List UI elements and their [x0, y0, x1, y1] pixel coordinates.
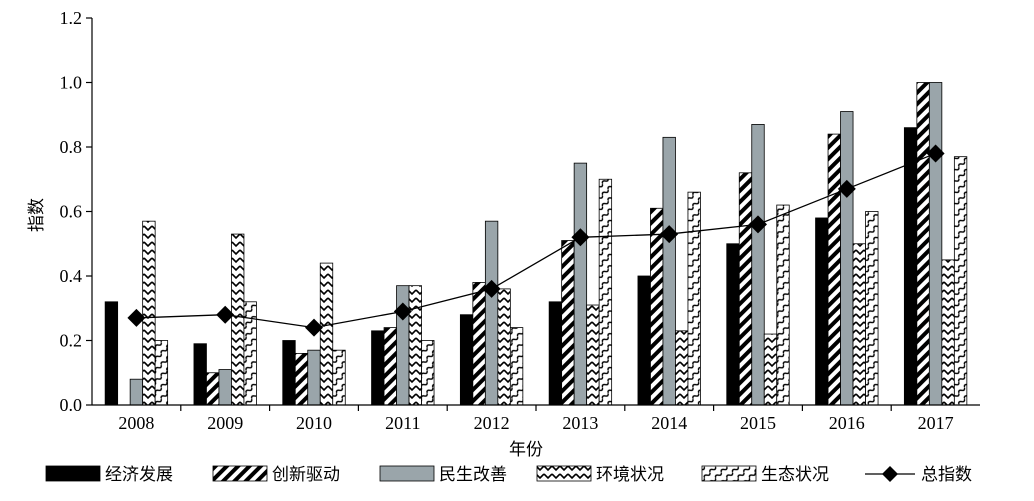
- bar-经济发展-2008: [104, 301, 119, 406]
- x-tick-label-2009: 2009: [207, 413, 243, 433]
- legend-label-总指数: 总指数: [921, 465, 972, 485]
- bar-生态状况-2013: [598, 178, 613, 406]
- bar-经济发展-2010: [282, 340, 296, 406]
- bar-经济发展-2012: [459, 314, 474, 406]
- legend-label-生态状况: 生态状况: [761, 465, 829, 485]
- bar-生态状况-2017: [953, 156, 968, 406]
- point-总指数-2016: [837, 179, 856, 198]
- bar-生态状况-2010: [332, 349, 346, 406]
- line-总指数: [136, 152, 936, 329]
- point-总指数-2012: [482, 279, 501, 298]
- y-tick-label-0.2: 0.2: [60, 331, 83, 351]
- y-tick-label-0.6: 0.6: [60, 202, 83, 222]
- x-tick-label-2011: 2011: [385, 413, 420, 433]
- bar-民生改善-2014: [662, 136, 676, 406]
- legend-swatch-经济发展: [45, 465, 101, 482]
- bar-环境状况-2016: [852, 243, 866, 406]
- bar-环境状况-2012: [497, 288, 511, 406]
- bar-创新驱动-2010: [294, 352, 309, 406]
- bar-经济发展-2009: [193, 343, 207, 406]
- bar-民生改善-2008: [129, 378, 144, 406]
- bar-环境状况-2009: [231, 233, 245, 406]
- bar-民生改善-2013: [573, 162, 588, 406]
- bar-环境状况-2017: [941, 259, 955, 406]
- bar-创新驱动-2014: [650, 207, 664, 406]
- legend-label-民生改善: 民生改善: [439, 465, 507, 485]
- bar-生态状况-2011: [421, 340, 435, 406]
- legend-label-环境状况: 环境状况: [596, 465, 664, 485]
- point-总指数-2011: [393, 302, 412, 321]
- bar-生态状况-2014: [687, 191, 701, 406]
- point-总指数-2017: [926, 144, 945, 163]
- bar-创新驱动-2012: [472, 282, 486, 406]
- bar-民生改善-2017: [928, 82, 943, 406]
- y-tick-label-0.0: 0.0: [60, 395, 83, 415]
- y-tick-label-1.2: 1.2: [60, 8, 83, 28]
- bar-经济发展-2016: [815, 217, 829, 406]
- x-tick-label-2008: 2008: [118, 413, 154, 433]
- legend-label-创新驱动: 创新驱动: [272, 465, 340, 485]
- point-总指数-2009: [216, 305, 235, 324]
- bar-创新驱动-2016: [827, 133, 841, 406]
- bar-民生改善-2010: [307, 349, 321, 406]
- x-tick-label-2010: 2010: [296, 413, 332, 433]
- bar-民生改善-2016: [840, 111, 854, 406]
- y-axis-title: 指数: [27, 198, 47, 232]
- bar-环境状况-2013: [586, 304, 600, 406]
- legend-swatch-生态状况: [701, 465, 757, 482]
- bar-环境状况-2010: [319, 262, 334, 406]
- bar-经济发展-2013: [548, 301, 563, 406]
- legend-swatch-创新驱动: [212, 465, 268, 482]
- bar-环境状况-2011: [408, 285, 422, 406]
- x-axis-label: 年份: [509, 440, 543, 460]
- bar-经济发展-2014: [637, 275, 651, 406]
- bar-生态状况-2012: [509, 327, 524, 406]
- bar-环境状况-2014: [675, 330, 689, 406]
- legend: 经济发展 创新驱动 民生改善 环境状况 生态状况 总指数: [45, 465, 972, 485]
- point-总指数-2010: [305, 318, 323, 337]
- bar-民生改善-2009: [218, 369, 232, 406]
- bar-创新驱动-2015: [738, 172, 753, 406]
- bar-创新驱动-2011: [383, 327, 397, 406]
- y-tick-label-1.0: 1.0: [60, 73, 83, 93]
- bar-生态状况-2008: [154, 340, 169, 406]
- legend-swatch-环境状况: [536, 465, 592, 482]
- x-tick-label-2017: 2017: [918, 413, 954, 433]
- bar-生态状况-2016: [865, 211, 879, 406]
- bar-经济发展-2017: [903, 127, 918, 406]
- bar-民生改善-2012: [484, 220, 499, 406]
- legend-label-经济发展: 经济发展: [105, 465, 173, 485]
- y-tick-label-0.4: 0.4: [60, 266, 83, 286]
- legend-swatch-民生改善: [379, 465, 435, 482]
- bar-环境状况-2015: [763, 333, 778, 406]
- x-tick-label-2012: 2012: [474, 413, 510, 433]
- point-总指数-2015: [749, 215, 767, 234]
- legend-marker-总指数: [882, 466, 898, 482]
- point-总指数-2008: [127, 308, 146, 327]
- bar-经济发展-2011: [371, 330, 385, 406]
- point-总指数-2014: [660, 225, 679, 244]
- point-总指数-2013: [571, 228, 590, 247]
- y-tick-label-0.8: 0.8: [60, 137, 83, 157]
- line-layer: [127, 144, 945, 337]
- bar-民生改善-2015: [751, 124, 765, 406]
- axes-layer: 0.0 0.2 0.4 0.6 0.8 1.0 1.2 2008 2009 2010 2011 201…: [60, 8, 980, 433]
- bar-环境状况-2008: [142, 220, 156, 406]
- bar-创新驱动-2009: [206, 372, 220, 406]
- bars-layer: [104, 82, 968, 406]
- x-tick-label-2015: 2015: [740, 413, 776, 433]
- bar-经济发展-2015: [726, 243, 740, 406]
- x-tick-label-2013: 2013: [562, 413, 598, 433]
- x-tick-label-2016: 2016: [829, 413, 865, 433]
- bar-生态状况-2015: [776, 204, 790, 406]
- y-axis-label: 指数: [27, 198, 47, 232]
- bar-创新驱动-2013: [561, 240, 575, 406]
- x-tick-label-2014: 2014: [651, 413, 687, 433]
- bar-创新驱动-2017: [916, 82, 930, 406]
